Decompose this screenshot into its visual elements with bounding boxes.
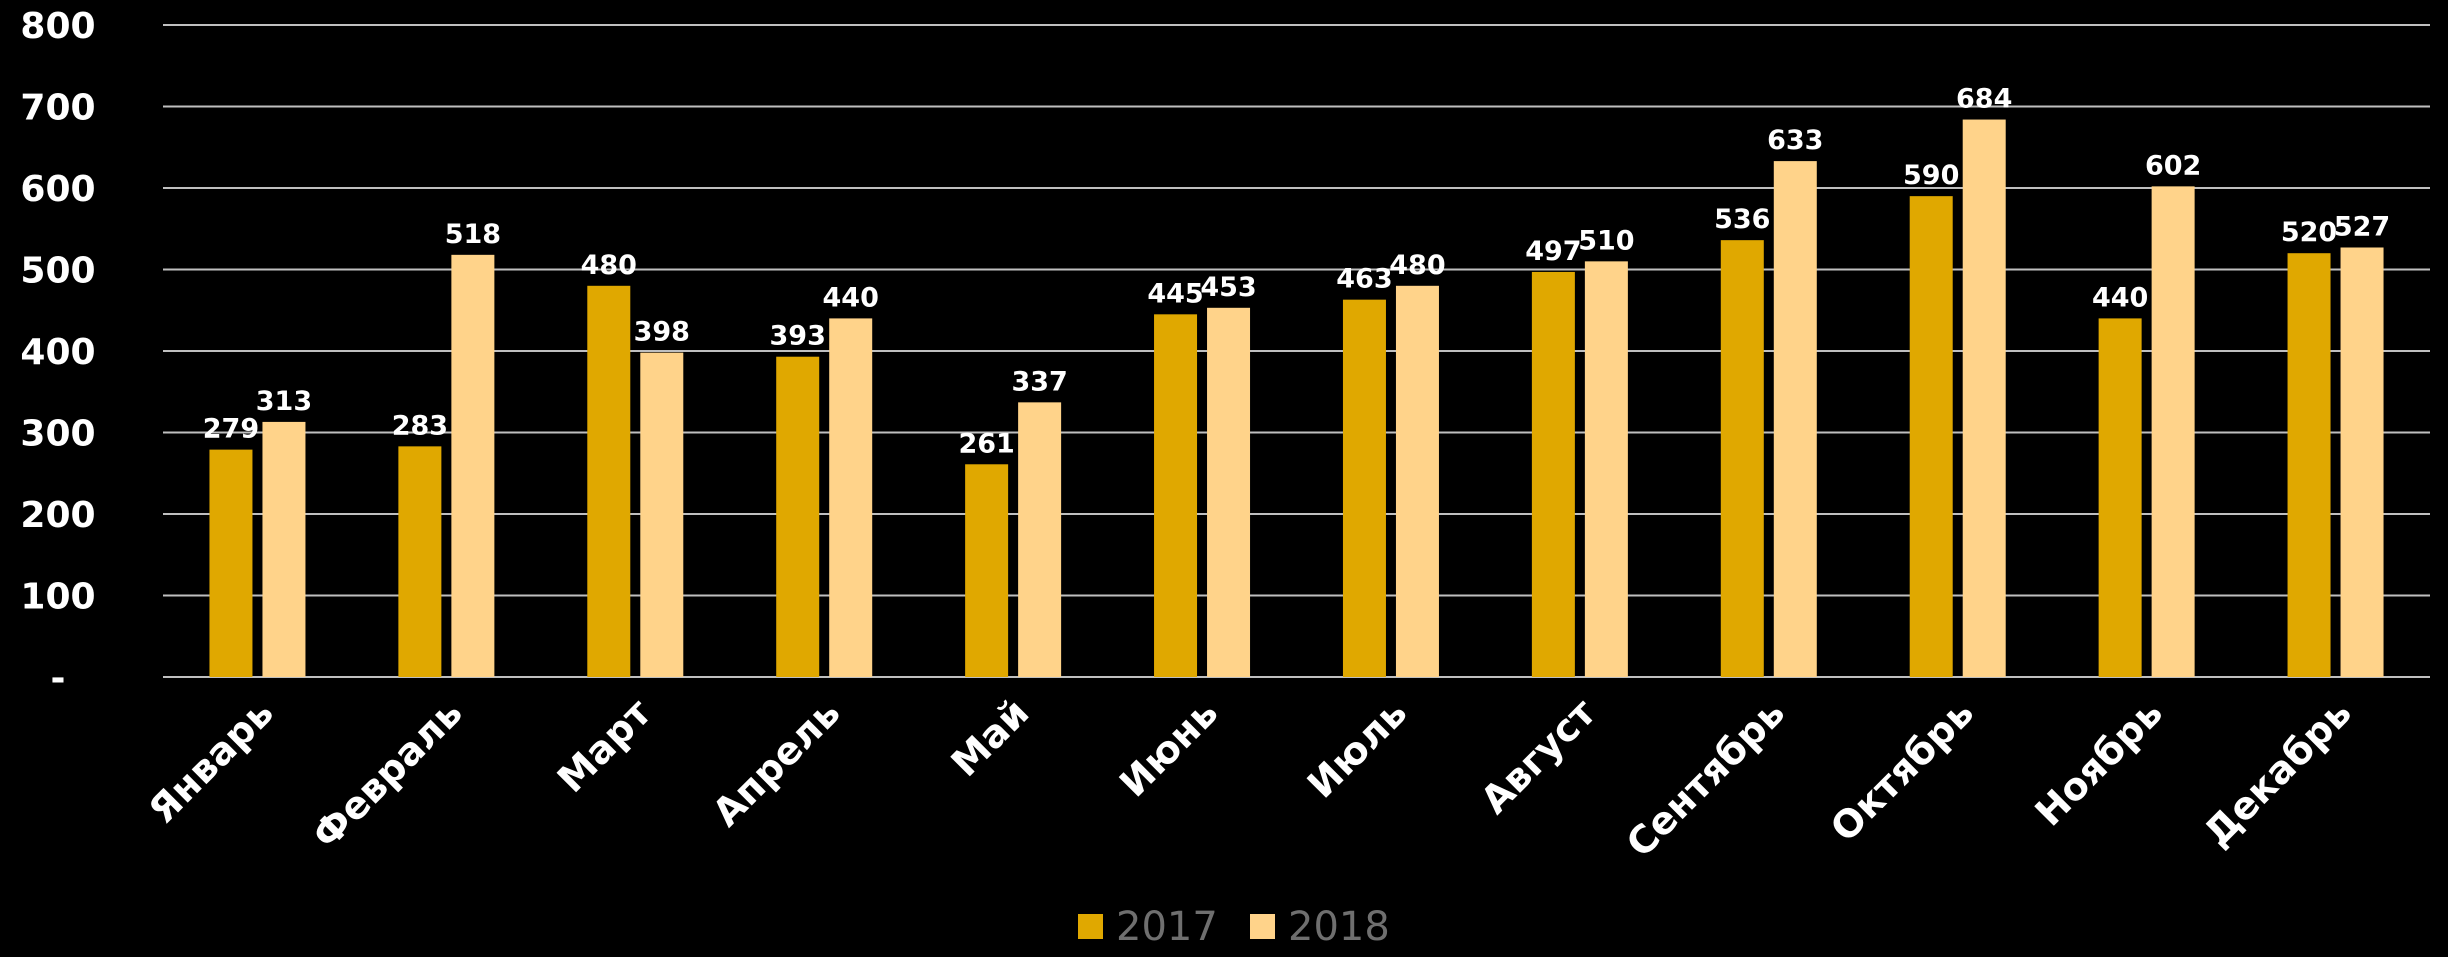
bar-2018	[262, 421, 306, 677]
bar-2017	[1342, 299, 1386, 677]
data-label: 633	[1767, 125, 1823, 156]
bar-2018	[1018, 402, 1062, 677]
data-label: 440	[2092, 282, 2148, 313]
data-label: 313	[256, 386, 312, 417]
data-label: 440	[823, 282, 879, 313]
x-axis-tick-labels: Январь Февраль Март Апрель Май Июнь Июль Август…	[140, 690, 2360, 865]
data-label: 337	[1011, 366, 1067, 397]
gridlines	[163, 24, 2430, 678]
data-label: 684	[1956, 84, 2012, 115]
bar-2017	[1154, 314, 1198, 677]
bar-2018	[2151, 186, 2195, 677]
bar-2018	[2340, 247, 2384, 677]
y-tick-label: 400	[20, 332, 95, 373]
bars	[209, 119, 2384, 678]
x-tick-label: Сентябрь	[1618, 690, 1793, 865]
data-label: 398	[634, 317, 690, 348]
data-label: 497	[1525, 236, 1581, 267]
data-label: 518	[445, 219, 501, 250]
legend-label: 2018	[1288, 904, 1390, 950]
y-axis-tick-labels: - 100 200 300 400 500 600 700 800	[20, 6, 95, 699]
bar-2017	[1720, 240, 1764, 677]
bar-2017	[2287, 253, 2331, 677]
x-tick-label: Июль	[1299, 690, 1415, 806]
legend-swatch	[1250, 914, 1275, 939]
bar-2017	[2098, 318, 2142, 677]
data-label: 445	[1147, 278, 1203, 309]
data-label: 527	[2334, 211, 2390, 242]
data-label: 590	[1903, 160, 1959, 191]
bar-2018	[1584, 261, 1628, 677]
bar-2017	[209, 449, 253, 677]
legend-swatch	[1078, 914, 1103, 939]
legend-label: 2017	[1116, 904, 1218, 950]
bar-2017	[398, 446, 442, 677]
bar-2017	[1531, 271, 1575, 677]
x-tick-label: Декабрь	[2195, 690, 2360, 855]
data-label: 520	[2281, 217, 2337, 248]
y-tick-label: 500	[20, 251, 95, 292]
bar-2018	[829, 318, 873, 677]
x-tick-label: Апрель	[704, 690, 849, 835]
data-label: 283	[392, 410, 448, 441]
data-label: 463	[1336, 264, 1392, 295]
x-tick-label: Февраль	[304, 690, 471, 857]
bar-2018	[451, 254, 495, 677]
data-label: 453	[1200, 272, 1256, 303]
bar-2017	[587, 285, 631, 677]
legend: 2017 2018	[1078, 904, 1390, 950]
bar-2018	[640, 352, 684, 677]
y-tick-label: 200	[20, 495, 95, 536]
y-tick-label: 300	[20, 414, 95, 455]
data-label: 510	[1578, 225, 1634, 256]
bar-2017	[776, 356, 820, 677]
data-label: 279	[203, 414, 259, 445]
bar-2017	[965, 464, 1009, 677]
y-tick-label: -	[51, 658, 66, 699]
y-tick-label: 100	[20, 577, 95, 618]
x-tick-label: Октябрь	[1822, 690, 1982, 850]
data-label: 261	[958, 428, 1014, 459]
data-label: 393	[770, 321, 826, 352]
bar-2018	[1773, 161, 1817, 678]
x-tick-label: Июнь	[1111, 690, 1226, 805]
x-tick-label: Август	[1472, 690, 1604, 822]
x-tick-label: Март	[549, 690, 660, 801]
bar-2018	[1207, 307, 1251, 677]
data-label: 480	[581, 250, 637, 281]
data-label: 602	[2145, 150, 2201, 181]
y-tick-label: 800	[20, 6, 95, 47]
y-tick-label: 600	[20, 169, 95, 210]
bar-2017	[1909, 196, 1953, 677]
y-tick-label: 700	[20, 88, 95, 129]
x-tick-label: Январь	[140, 690, 282, 832]
x-tick-label: Май	[943, 690, 1038, 785]
bar-2018	[1962, 119, 2006, 678]
data-label: 480	[1389, 250, 1445, 281]
data-label: 536	[1714, 204, 1770, 235]
bar-2018	[1395, 285, 1439, 677]
x-tick-label: Ноябрь	[2027, 690, 2171, 834]
